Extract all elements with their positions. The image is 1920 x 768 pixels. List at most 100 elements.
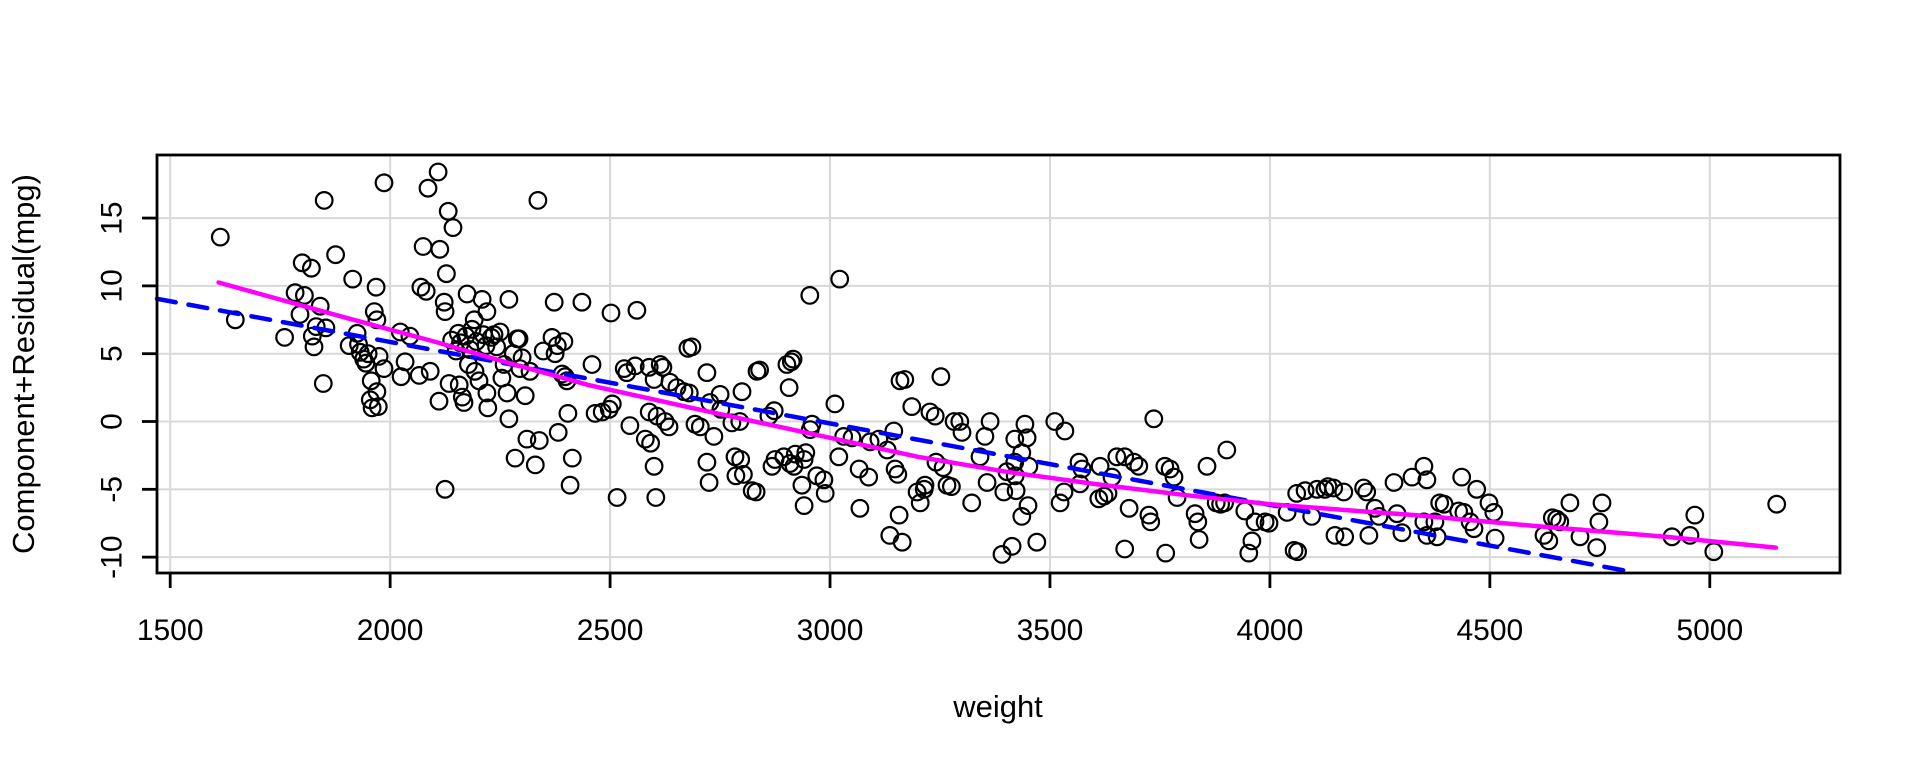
data-point	[815, 484, 835, 503]
data-point	[704, 427, 724, 446]
data-point	[653, 357, 673, 377]
data-point	[794, 450, 814, 469]
data-point	[780, 454, 800, 473]
data-point	[499, 409, 519, 429]
data-point	[1589, 512, 1609, 532]
data-point	[497, 383, 517, 403]
y-tick-label: 0	[96, 413, 129, 430]
data-point	[1324, 478, 1344, 498]
data-point	[1217, 440, 1237, 460]
data-point	[306, 317, 326, 337]
data-point	[825, 394, 845, 414]
data-point	[895, 370, 915, 389]
data-point	[1107, 447, 1127, 467]
data-point	[517, 429, 537, 449]
data-point	[374, 359, 394, 379]
data-point	[560, 475, 580, 495]
x-tick-label: 2500	[577, 614, 644, 647]
data-point	[1417, 470, 1437, 490]
data-point	[545, 344, 565, 364]
data-point	[1414, 456, 1434, 476]
data-point	[1325, 526, 1345, 545]
data-point	[554, 332, 574, 351]
data-point	[443, 218, 463, 238]
y-tick-label: -5	[96, 476, 129, 503]
data-point	[1767, 494, 1787, 514]
data-point	[746, 482, 766, 502]
data-point	[368, 397, 388, 417]
data-point	[434, 292, 454, 312]
data-point	[361, 371, 381, 391]
data-point	[515, 386, 535, 406]
data-point	[915, 475, 935, 495]
data-point	[459, 355, 478, 374]
data-point	[750, 360, 769, 380]
data-point	[1054, 482, 1074, 502]
data-point	[602, 394, 622, 414]
data-point	[548, 423, 568, 442]
data-point	[774, 447, 794, 467]
plot-box	[155, 153, 1842, 575]
data-point	[1185, 504, 1205, 524]
data-point	[659, 417, 679, 437]
data-point	[1259, 513, 1279, 533]
data-point	[1392, 523, 1412, 543]
data-point	[1425, 512, 1445, 532]
data-point	[1592, 493, 1612, 513]
data-point	[779, 378, 799, 398]
y-tick-label: -10	[96, 535, 129, 578]
data-point	[860, 432, 880, 452]
data-point	[1239, 543, 1259, 563]
data-point	[1141, 512, 1161, 532]
data-point	[562, 448, 582, 468]
data-point	[644, 456, 664, 476]
plot-grid	[157, 155, 1840, 573]
data-point	[796, 443, 816, 463]
data-point	[1245, 512, 1265, 532]
data-point	[679, 383, 699, 403]
data-point	[477, 383, 497, 403]
data-point	[601, 303, 621, 323]
data-point	[1384, 473, 1404, 492]
data-point	[639, 357, 659, 377]
data-point	[472, 290, 492, 309]
smooth-fit-line	[216, 280, 1779, 550]
data-point	[814, 470, 834, 490]
data-point	[1156, 543, 1176, 563]
data-point	[1295, 481, 1315, 501]
data-point	[304, 337, 324, 357]
data-point	[369, 347, 389, 366]
data-point	[1050, 493, 1070, 513]
data-point	[1315, 479, 1335, 499]
data-point	[697, 452, 717, 472]
data-point	[1129, 456, 1149, 476]
data-point	[888, 465, 908, 484]
data-point	[437, 264, 456, 284]
x-tick-label: 4000	[1237, 614, 1304, 647]
data-point	[1189, 530, 1209, 549]
data-point	[884, 421, 904, 441]
data-point	[435, 479, 455, 499]
data-point	[950, 412, 970, 431]
data-point	[952, 423, 972, 442]
data-point	[792, 475, 812, 495]
data-points	[210, 162, 1787, 564]
data-point	[525, 455, 545, 475]
data-point	[1124, 452, 1144, 472]
data-point	[1094, 486, 1114, 506]
data-point	[1369, 507, 1389, 526]
data-point	[358, 344, 378, 364]
data-point	[620, 416, 640, 436]
data-point	[364, 302, 384, 322]
data-point	[777, 355, 797, 374]
data-point	[1018, 496, 1038, 516]
data-point	[416, 281, 436, 301]
data-point	[411, 277, 431, 297]
data-point	[1119, 498, 1139, 518]
data-point	[490, 322, 510, 342]
data-point	[478, 398, 498, 418]
plot-border	[155, 153, 1842, 575]
data-point	[572, 292, 592, 312]
data-point	[650, 355, 670, 374]
